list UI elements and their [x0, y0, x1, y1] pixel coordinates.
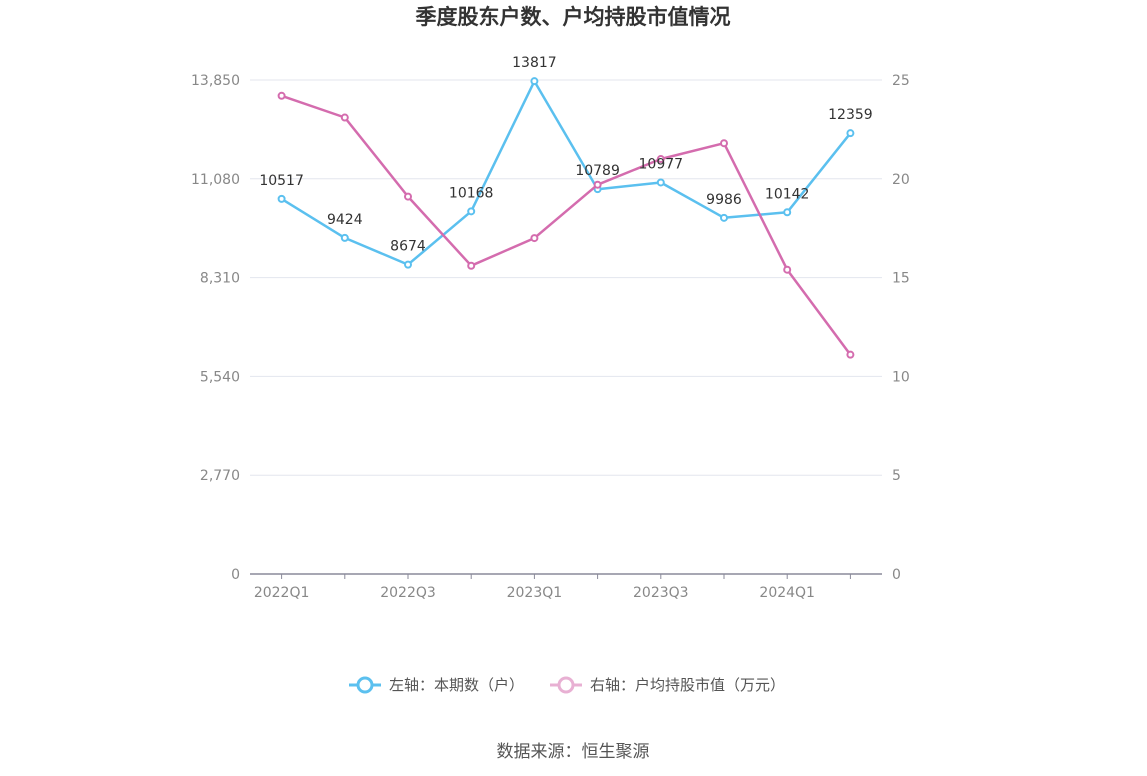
y-right-tick-label: 5 — [892, 468, 901, 484]
y-left-tick-label: 5,540 — [200, 369, 240, 385]
data-label-series1: 10789 — [575, 163, 620, 179]
y-right-tick-label: 10 — [892, 369, 910, 385]
axes: 0 2,770 5,540 8,310 11,080 13,850 0 5 10 15 20 25 20… — [191, 73, 910, 601]
data-point-series1 — [846, 129, 855, 138]
data-point-series2 — [846, 350, 855, 359]
data-label-series1: 8674 — [390, 239, 426, 255]
data-source-note: 数据来源：恒生聚源 — [497, 742, 650, 762]
data-point-series2 — [277, 91, 286, 100]
x-tick-label: 2022Q3 — [380, 585, 436, 601]
data-point-series1 — [530, 77, 539, 86]
data-point-series1 — [783, 208, 792, 217]
data-point-series1 — [340, 233, 349, 242]
data-point-series1 — [277, 194, 286, 203]
legend-marker-series1 — [356, 676, 374, 694]
y-left-tick-label: 11,080 — [191, 172, 240, 188]
data-label-series1: 13817 — [512, 55, 557, 71]
x-tick-label: 2024Q1 — [759, 585, 815, 601]
legend-label-series1: 左轴：本期数（户） — [389, 676, 524, 694]
data-label-series1: 10517 — [259, 173, 304, 189]
legend-item-series1[interactable]: 左轴：本期数（户） — [349, 676, 524, 694]
grid-lines — [250, 79, 882, 476]
data-point-series1 — [720, 213, 728, 222]
data-label-series1: 9424 — [327, 212, 363, 228]
y-right-tick-label: 15 — [892, 271, 910, 287]
data-point-series1 — [656, 178, 665, 187]
data-point-series1 — [467, 207, 476, 216]
data-point-series2 — [530, 234, 539, 243]
y-left-tick-label: 2,770 — [200, 468, 240, 484]
y-right-tick-label: 25 — [892, 73, 910, 89]
data-point-series2 — [340, 113, 349, 122]
data-label-series1: 10977 — [639, 156, 684, 172]
chart-title: 季度股东户数、户均持股市值情况 — [416, 5, 731, 29]
y-right-tick-label: 20 — [892, 172, 910, 188]
y-right-tick-label: 0 — [892, 567, 901, 583]
data-label-series1: 10142 — [765, 186, 810, 202]
data-label-series1: 12359 — [828, 107, 873, 123]
y-left-tick-label: 8,310 — [200, 271, 240, 287]
data-label-series1: 9986 — [706, 192, 742, 208]
legend-marker-series2 — [557, 676, 575, 694]
series-line-1 — [280, 79, 852, 266]
x-tick-label: 2023Q1 — [507, 585, 563, 601]
data-point-series2 — [720, 139, 728, 148]
x-tick-label: 2023Q3 — [633, 585, 689, 601]
y-left-tick-label: 13,850 — [191, 73, 240, 89]
series-line-2 — [281, 94, 852, 356]
legend: 左轴：本期数（户） 右轴：户均持股市值（万元） — [349, 676, 785, 694]
legend-item-series2[interactable]: 右轴：户均持股市值（万元） — [550, 676, 785, 694]
data-point-series2 — [783, 265, 792, 274]
data-point-series2 — [467, 261, 476, 270]
data-point-series2 — [404, 192, 412, 201]
legend-label-series2: 右轴：户均持股市值（万元） — [590, 676, 785, 694]
x-tick-label: 2022Q1 — [254, 585, 310, 601]
data-point-series2 — [593, 180, 602, 189]
data-labels: 10517 9424 8674 10168 13817 10789 10977 9986 101… — [259, 55, 872, 254]
data-label-series1: 10168 — [449, 185, 494, 201]
data-point-series2 — [656, 155, 665, 164]
series-lines — [277, 77, 855, 359]
data-point-series1 — [404, 260, 412, 269]
y-left-tick-label: 0 — [231, 567, 240, 583]
